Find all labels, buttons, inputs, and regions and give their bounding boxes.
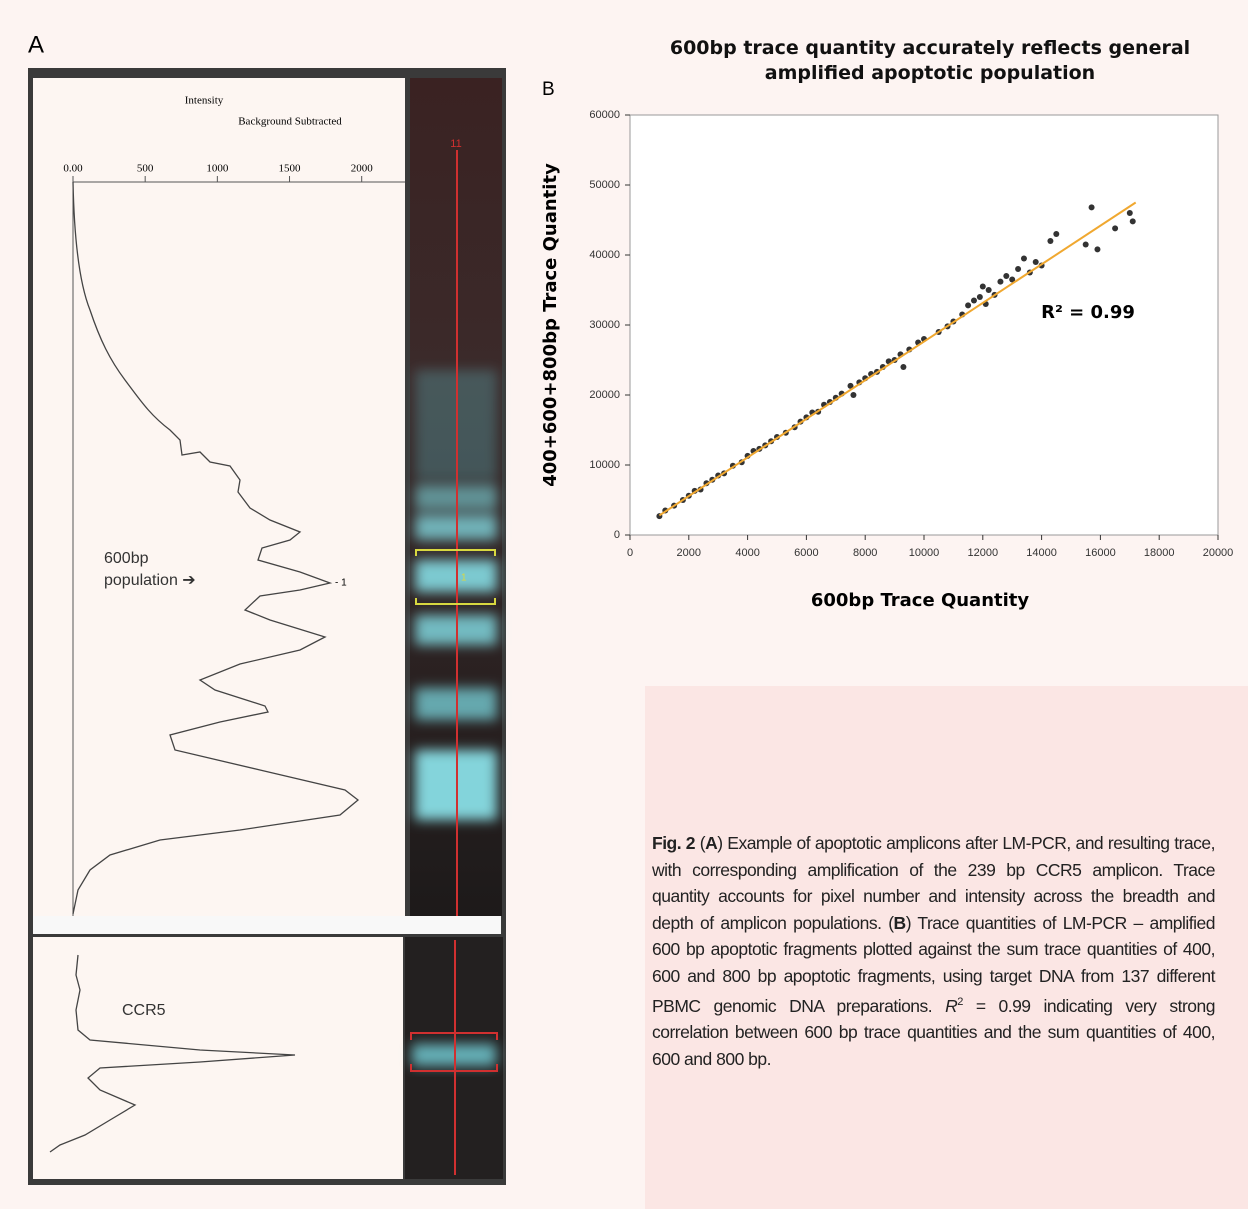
point xyxy=(979,283,986,290)
axis-title: Background Subtracted xyxy=(238,116,342,128)
caption-text: Fig. 2 xyxy=(652,833,696,853)
caption-text: ) Example of apoptotic amplicons after L… xyxy=(652,833,1216,933)
band-label: 1 xyxy=(461,573,467,584)
band-bracket xyxy=(415,549,496,605)
caption-text: 2 xyxy=(957,996,963,1008)
panel-label: B xyxy=(542,79,555,100)
x-tick-label: 18000 xyxy=(1144,547,1175,559)
point xyxy=(847,382,854,389)
point xyxy=(1082,241,1089,248)
divider xyxy=(33,916,501,934)
x-axis-title: 600bp Trace Quantity xyxy=(811,590,1030,611)
x-tick-label: 14000 xyxy=(1026,547,1057,559)
x-tick-label: 20000 xyxy=(1203,547,1234,559)
x-tick-label: 1500 xyxy=(279,163,302,175)
point xyxy=(976,294,983,300)
point xyxy=(1032,259,1039,265)
caption-box xyxy=(645,686,1248,1209)
point xyxy=(970,297,977,304)
y-tick-label: 0 xyxy=(614,529,620,541)
ccr5-bracket xyxy=(410,1032,498,1072)
caption-text: = 0.99 indicating very strong correlatio… xyxy=(652,995,1216,1069)
axis-title: Intensity xyxy=(185,95,224,107)
y-tick-label: 30000 xyxy=(589,319,620,331)
panel-label: A xyxy=(28,31,44,58)
point xyxy=(1047,238,1054,244)
x-tick-label: 0 xyxy=(627,547,633,559)
x-tick-label: 10000 xyxy=(909,547,940,559)
caption-text: ) Trace quantities of LM-PCR – amplified… xyxy=(652,912,1216,1016)
point xyxy=(1126,210,1133,216)
point xyxy=(1088,204,1095,211)
y-tick-label: 40000 xyxy=(589,249,620,261)
trendline xyxy=(658,201,1137,517)
caption-text: R xyxy=(945,995,958,1016)
y-tick-label: 50000 xyxy=(589,179,620,191)
ccr5-trace xyxy=(49,954,296,1153)
x-tick-label: 8000 xyxy=(853,547,877,559)
x-tick-label: 6000 xyxy=(794,547,818,559)
point xyxy=(1015,266,1022,272)
y-axis-title: 400+600+800bp Trace Quantity xyxy=(540,163,561,487)
intensity-trace xyxy=(72,181,360,915)
caption: Fig. 2 (A) Example of apoptotic amplicon… xyxy=(652,830,1216,1072)
x-tick-label: 12000 xyxy=(968,547,999,559)
point xyxy=(1094,246,1101,253)
x-tick-label: 4000 xyxy=(735,547,759,559)
r2-annotation: R² = 0.99 xyxy=(1041,302,1135,323)
plot-area xyxy=(629,114,1219,536)
population-annotation: 600bp population ➔ xyxy=(104,550,196,589)
point xyxy=(1009,276,1016,283)
point xyxy=(850,392,857,398)
chart-title: 600bp trace quantity accurately reflects… xyxy=(669,37,1191,84)
y-tick-label: 10000 xyxy=(589,459,620,471)
x-tick-label: 0.00 xyxy=(63,163,83,175)
point xyxy=(997,278,1004,285)
y-tick-label: 20000 xyxy=(589,389,620,401)
x-tick-label: 2000 xyxy=(351,163,374,175)
point xyxy=(1053,231,1060,237)
caption-text: ( xyxy=(695,833,706,853)
point xyxy=(1003,273,1010,279)
peak-label: - 1 xyxy=(335,578,347,589)
trace-box xyxy=(33,78,405,916)
point xyxy=(1112,225,1119,232)
ccr5-label: CCR5 xyxy=(122,1002,166,1019)
x-tick-label: 16000 xyxy=(1085,547,1116,559)
point xyxy=(1020,255,1027,262)
caption-text: B xyxy=(893,912,907,933)
point xyxy=(1129,218,1136,225)
x-tick-label: 2000 xyxy=(677,547,701,559)
point xyxy=(965,302,972,309)
caption-text: A xyxy=(705,833,718,853)
point xyxy=(985,287,992,293)
x-tick-label: 1000 xyxy=(206,163,229,175)
point xyxy=(900,364,907,370)
lower-trace-box xyxy=(33,937,403,1179)
lane-label: 11 xyxy=(450,138,461,150)
y-tick-label: 60000 xyxy=(589,109,620,121)
x-tick-label: 500 xyxy=(137,163,154,175)
